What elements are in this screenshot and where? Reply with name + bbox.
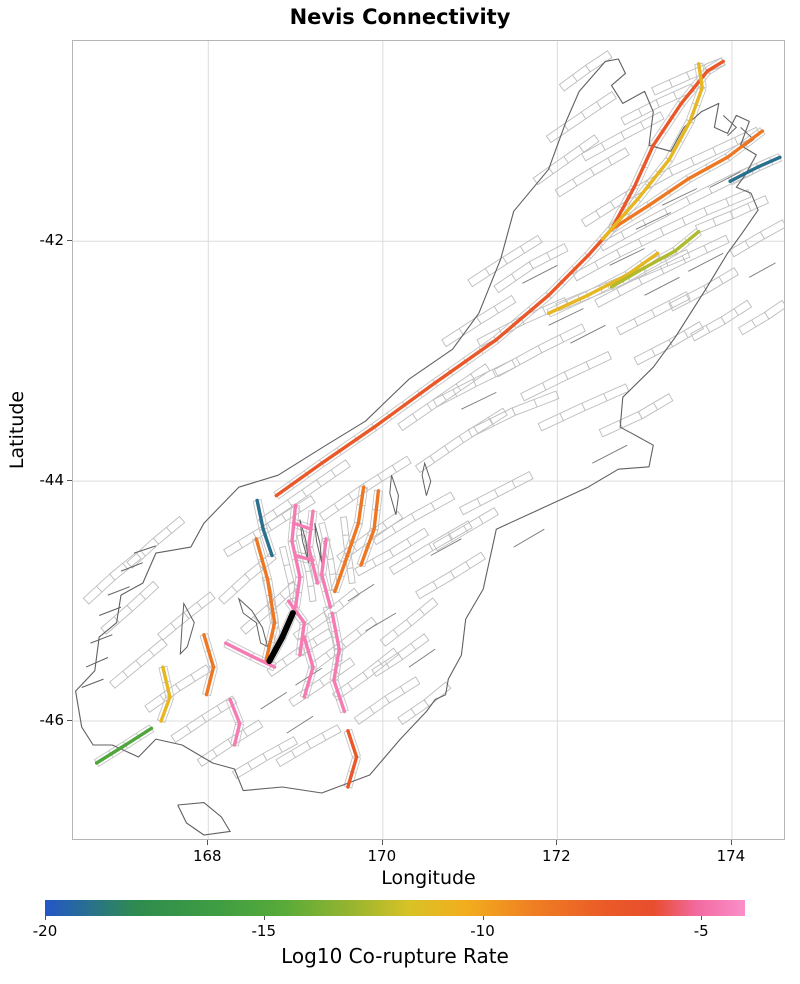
rupture-trace xyxy=(274,227,614,498)
rupture-trace xyxy=(609,230,701,289)
colorbar-tick-label: -10 xyxy=(470,922,495,940)
y-tick-label: -46 xyxy=(39,711,65,730)
rupture-trace xyxy=(94,726,154,765)
y-tick-mark xyxy=(67,720,72,722)
rupture-trace xyxy=(330,611,347,714)
rupture-trace xyxy=(728,155,782,183)
rupture-trace xyxy=(346,729,359,789)
colorbar-tick-label: -5 xyxy=(693,922,709,940)
rupture-trace xyxy=(254,537,277,663)
x-tick-mark xyxy=(207,840,209,845)
rupture-trace xyxy=(224,641,277,669)
rupture-trace xyxy=(228,697,242,747)
y-tick-label: -44 xyxy=(39,471,65,490)
x-tick-mark xyxy=(730,840,732,845)
colorbar-gradient xyxy=(45,900,745,916)
rupture-trace xyxy=(202,633,216,697)
colorbar-tick-mark xyxy=(482,916,484,920)
rupture-trace xyxy=(333,485,366,594)
x-tick-mark xyxy=(381,840,383,845)
rupture-trace xyxy=(359,489,381,567)
chart-title: Nevis Connectivity xyxy=(289,5,511,29)
y-axis-label: Latitude xyxy=(6,390,28,470)
colorbar-tick-mark xyxy=(701,916,703,920)
x-tick-label: 172 xyxy=(542,847,571,865)
y-tick-mark xyxy=(67,480,72,482)
colorbar-tick-mark xyxy=(45,916,46,920)
x-tick-mark xyxy=(556,840,558,845)
minor-fault-traces xyxy=(260,171,776,734)
x-tick-label: 170 xyxy=(367,847,397,865)
rupture-trace xyxy=(159,665,172,723)
rupture-trace xyxy=(601,62,704,241)
x-tick-label: 174 xyxy=(716,847,746,865)
colorbar-tick-mark xyxy=(263,916,265,920)
target-fault-trace xyxy=(266,610,296,665)
colorbar-tick-label: -20 xyxy=(32,922,58,940)
map-svg xyxy=(73,41,784,839)
rupture-trace xyxy=(306,509,320,585)
rupture-trace xyxy=(609,59,725,231)
rupture-trace xyxy=(255,498,274,558)
background-fault-polygons xyxy=(82,50,784,789)
rupture-trace xyxy=(609,129,765,231)
rupture-trace xyxy=(293,553,315,562)
y-tick-mark xyxy=(67,240,72,242)
rupture-trace xyxy=(320,537,333,609)
rupture-trace xyxy=(292,521,313,531)
y-tick-label: -42 xyxy=(39,231,65,250)
plot-area xyxy=(72,40,785,840)
x-axis-label: Longitude xyxy=(381,867,476,889)
highlighted-ruptures xyxy=(94,59,782,789)
rupture-trace xyxy=(546,251,660,315)
rupture-trace xyxy=(302,635,315,699)
gridlines xyxy=(73,41,784,839)
x-tick-label: 168 xyxy=(192,847,222,865)
colorbar-label: Log10 Co-rupture Rate xyxy=(281,944,509,968)
colorbar-tick-label: -15 xyxy=(251,922,277,940)
rupture-trace xyxy=(286,599,306,657)
